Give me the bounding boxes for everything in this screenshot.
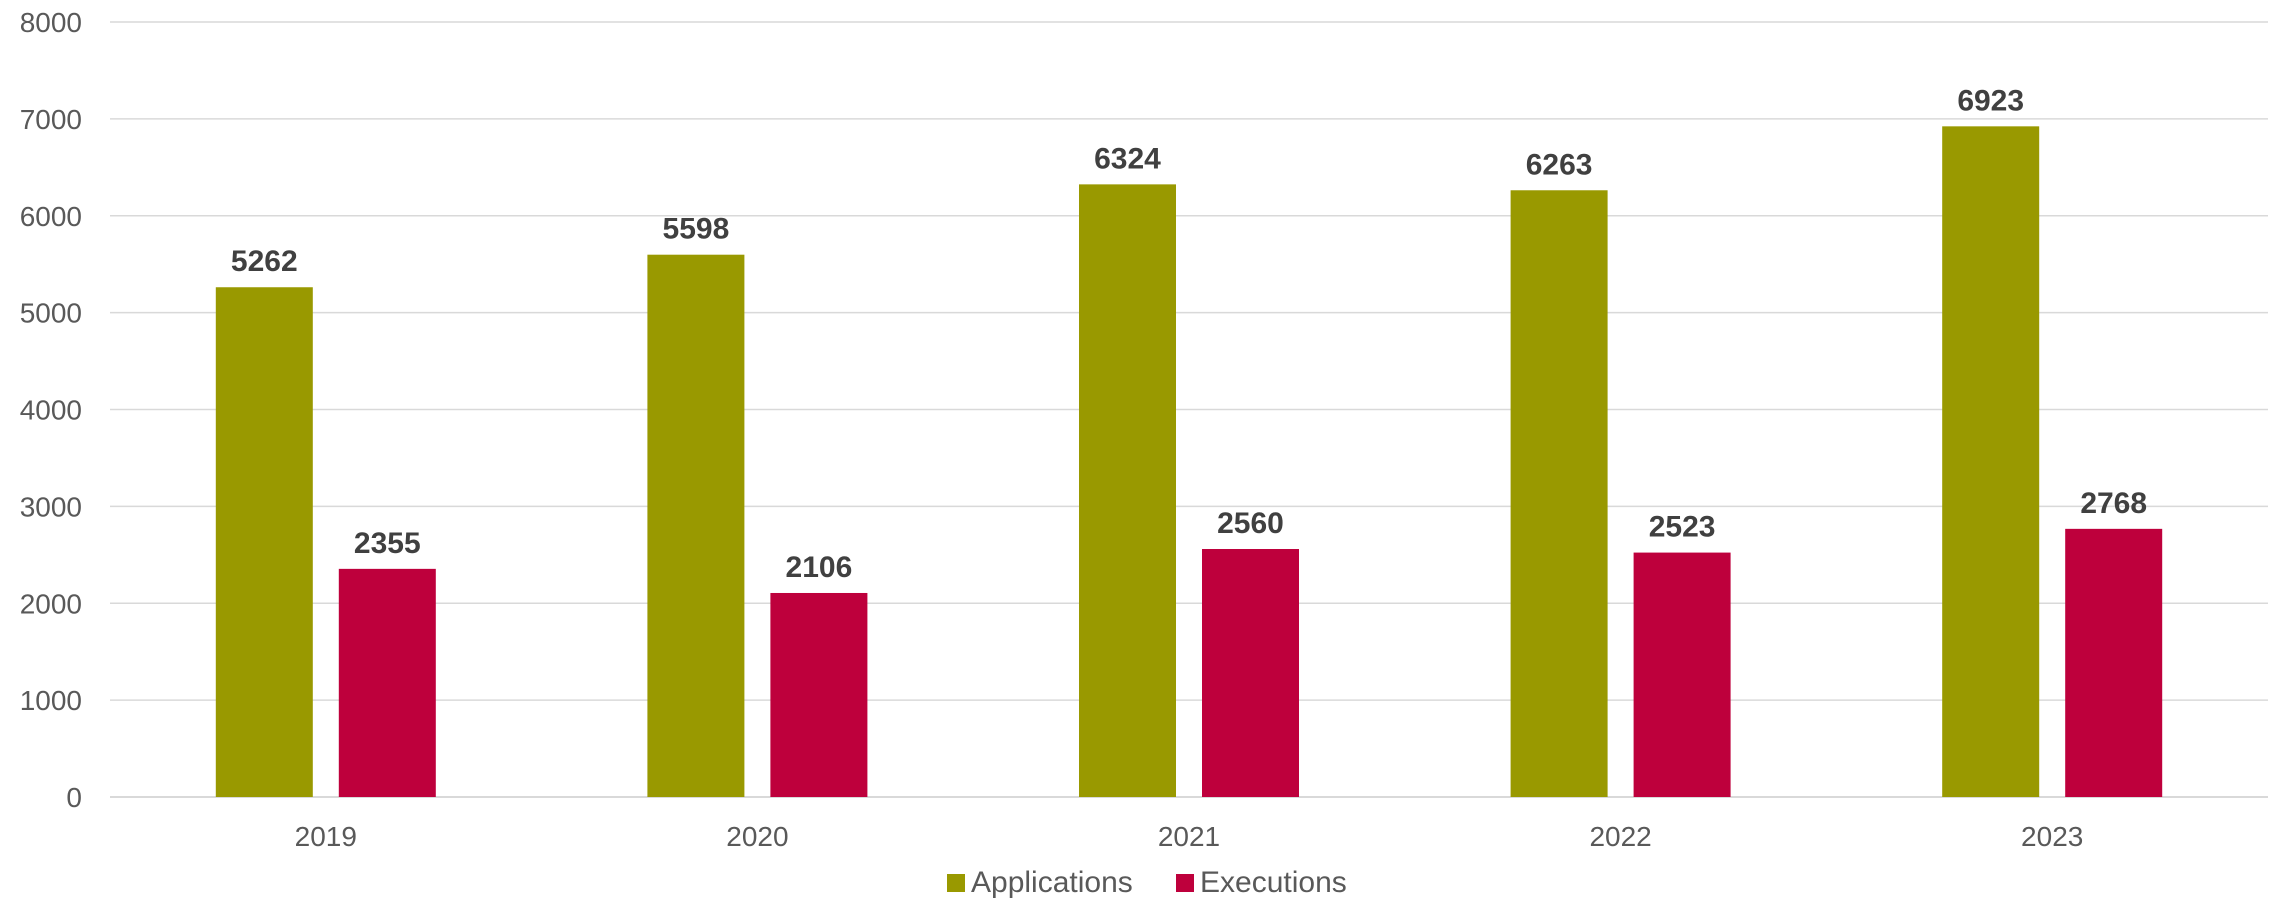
legend: Applications Executions <box>947 866 1347 899</box>
bar-applications-2022 <box>1510 190 1608 798</box>
y-tick-label: 4000 <box>20 395 82 426</box>
x-tick-label: 2019 <box>295 821 357 852</box>
x-tick-label: 2021 <box>1158 821 1220 852</box>
data-label-executions-2020: 2106 <box>786 551 853 584</box>
y-tick-label: 5000 <box>20 298 82 329</box>
y-tick-label: 1000 <box>20 685 82 716</box>
data-label-applications-2019: 5262 <box>231 245 298 278</box>
x-tick-label: 2020 <box>726 821 788 852</box>
data-label-applications-2021: 6324 <box>1094 142 1161 175</box>
data-label-applications-2023: 6923 <box>1957 84 2024 117</box>
data-label-executions-2023: 2768 <box>2080 487 2147 520</box>
bar-executions-2019 <box>338 568 436 797</box>
x-tick-label: 2023 <box>2021 821 2083 852</box>
legend-label-executions: Executions <box>1200 866 1347 899</box>
bar-applications-2019 <box>215 287 313 797</box>
y-tick-label: 0 <box>66 782 82 813</box>
legend-swatch-applications <box>947 874 965 892</box>
y-tick-label: 8000 <box>20 7 82 38</box>
y-tick-label: 6000 <box>20 201 82 232</box>
x-axis-tick-labels: 2019 2020 2021 2022 2023 <box>295 821 2084 852</box>
legend-swatch-executions <box>1176 874 1194 892</box>
y-tick-label: 7000 <box>20 104 82 135</box>
data-label-executions-2021: 2560 <box>1217 507 1284 540</box>
y-axis-tick-labels: 0 1000 2000 3000 4000 5000 6000 7000 8000 <box>20 7 82 813</box>
x-tick-label: 2022 <box>1589 821 1651 852</box>
bar-executions-2023 <box>2065 528 2163 797</box>
bar-executions-2020 <box>770 592 868 797</box>
bar-applications-2020 <box>647 254 745 798</box>
data-labels: 5262 2355 5598 2106 6324 2560 6263 2523 6923 2768 <box>231 84 2147 584</box>
bar-applications-2021 <box>1079 184 1176 798</box>
bar-executions-2021 <box>1202 549 1299 797</box>
legend-label-applications: Applications <box>971 866 1133 899</box>
data-label-applications-2020: 5598 <box>663 213 730 246</box>
bar-applications-2023 <box>1942 126 2040 798</box>
gridlines <box>110 21 2268 798</box>
y-tick-label: 3000 <box>20 491 82 522</box>
data-label-executions-2019: 2355 <box>354 527 421 560</box>
bar-executions-2022 <box>1633 552 1731 797</box>
bars <box>215 126 2163 798</box>
y-tick-label: 2000 <box>20 588 82 619</box>
data-label-executions-2022: 2523 <box>1649 511 1716 544</box>
data-label-applications-2022: 6263 <box>1526 148 1593 181</box>
